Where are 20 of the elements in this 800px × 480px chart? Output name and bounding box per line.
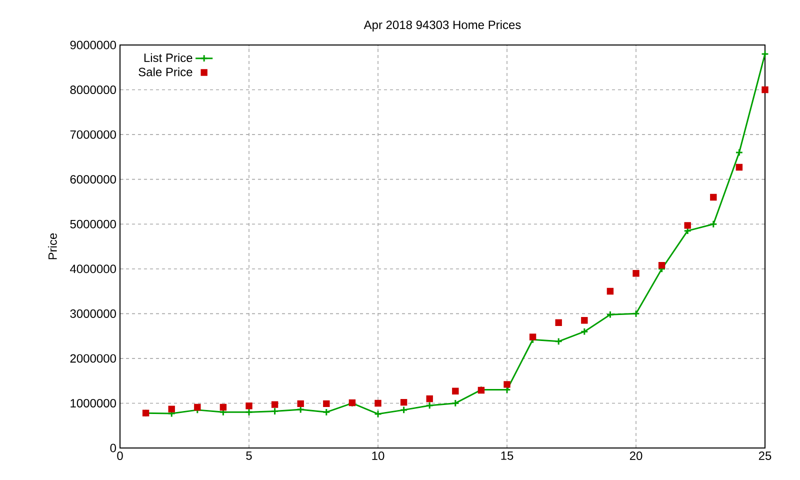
legend-label: List Price — [144, 53, 192, 62]
y-tick-label: 0 — [110, 444, 116, 452]
y-axis-title: Price — [48, 233, 57, 260]
x-tick-label: 25 — [758, 452, 772, 460]
legend-label: Sale Price — [138, 67, 192, 76]
x-tick-label: 10 — [372, 452, 384, 460]
y-tick-label: 2000000 — [70, 354, 116, 363]
x-tick-label: 20 — [630, 452, 642, 460]
y-tick-label: 4000000 — [70, 264, 116, 274]
y-tick-label: 5000000 — [70, 220, 116, 228]
x-tick-label: 15 — [501, 452, 514, 460]
y-tick-label: 7000000 — [70, 130, 116, 139]
x-tick-label: 5 — [246, 452, 252, 460]
chart-title: Apr 2018 94303 Home Prices — [364, 20, 521, 32]
y-tick-label: 1000000 — [70, 398, 116, 408]
y-tick-label: 3000000 — [70, 309, 116, 318]
x-tick-label: 0 — [117, 452, 123, 460]
y-tick-label: 6000000 — [70, 175, 116, 184]
y-tick-label: 8000000 — [70, 86, 116, 94]
y-tick-label: 9000000 — [70, 40, 116, 50]
